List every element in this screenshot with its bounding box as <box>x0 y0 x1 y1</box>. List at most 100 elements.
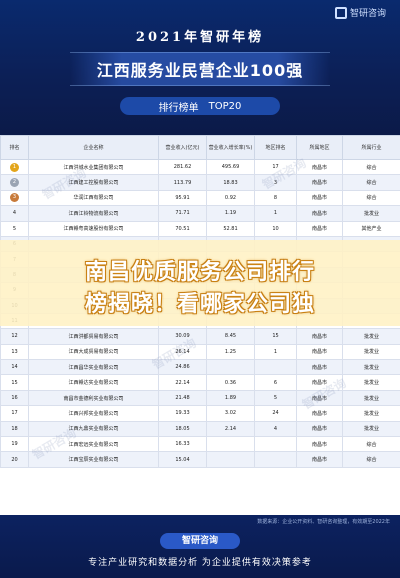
cell-revenue: 113.79 <box>158 174 207 191</box>
cell-region-rank <box>254 436 297 453</box>
cell-growth: 1.89 <box>206 389 255 407</box>
table-row: 17 江西兴邦实业有限公司 19.33 3.02 24 南昌市 批发业 <box>0 405 400 422</box>
medal-icon: 3 <box>10 193 19 203</box>
cell-region: 南昌市 <box>296 205 343 222</box>
cell-region: 南昌市 <box>296 420 343 438</box>
footer-slogan: 专注产业研究和数据分析 为企业提供有效决策参考 <box>88 558 312 568</box>
table-row: 20 江西宝辰实业有限公司 15.04 南昌市 综合 <box>0 451 400 468</box>
cell-growth: 52.81 <box>206 220 255 237</box>
cell-region-rank: 5 <box>254 389 297 407</box>
brand-logo: 智研咨询 <box>334 6 386 19</box>
cell-industry: 综合 <box>342 436 400 453</box>
cell-revenue: 95.91 <box>158 189 207 207</box>
cell-region-rank: 6 <box>254 374 297 391</box>
cell-industry: 批发业 <box>342 374 400 391</box>
col-name: 企业名称 <box>28 135 159 160</box>
cell-growth: 3.02 <box>206 405 255 422</box>
cell-rank: 5 <box>0 220 29 237</box>
cell-rank: 16 <box>0 389 29 407</box>
cell-company-name: 江西九鼎实业有限公司 <box>28 420 159 438</box>
cell-region-rank: 4 <box>254 420 297 438</box>
headline-line-2: 榜揭晓！看哪家公司独 <box>84 292 315 317</box>
cell-industry: 其他产业 <box>342 220 400 237</box>
col-rank: 排名 <box>0 135 29 160</box>
cell-rank: 20 <box>0 451 29 468</box>
table-row: 16 南昌市金德利实业有限公司 21.48 1.89 5 南昌市 批发业 <box>0 389 400 407</box>
table-row: 4 江西江铃物流有限公司 71.71 1.19 1 南昌市 批发业 <box>0 205 400 222</box>
cell-rank: 13 <box>0 343 29 361</box>
cell-revenue: 70.51 <box>158 220 207 237</box>
table-row: 19 江西宏远实业有限公司 16.33 南昌市 综合 <box>0 436 400 453</box>
headline-banner: 南昌优质服务公司排行 榜揭晓！看哪家公司独 <box>0 240 400 326</box>
cell-rank: 4 <box>0 205 29 222</box>
cell-region-rank: 15 <box>254 328 297 345</box>
cell-region: 南昌市 <box>296 343 343 361</box>
cell-growth: 2.14 <box>206 420 255 438</box>
cell-industry: 批发业 <box>342 205 400 222</box>
subtitle-ranking: 排行榜单 <box>158 102 199 114</box>
cell-growth: 8.45 <box>206 328 255 345</box>
cell-company-name: 江西江铃物流有限公司 <box>28 205 159 222</box>
cell-industry: 批发业 <box>342 389 400 407</box>
cell-industry: 批发业 <box>342 343 400 361</box>
col-region: 所属地区 <box>296 135 343 160</box>
cell-revenue: 24.86 <box>158 359 207 376</box>
cell-growth <box>206 451 255 468</box>
cell-region-rank: 1 <box>254 343 297 361</box>
medal-icon: 2 <box>10 178 19 188</box>
cell-growth: 0.92 <box>206 189 255 207</box>
cell-company-name: 江西赣达实业有限公司 <box>28 374 159 391</box>
medal-icon: 1 <box>10 162 19 172</box>
cell-growth: 1.25 <box>206 343 255 361</box>
cell-region: 南昌市 <box>296 359 343 376</box>
table-row: 18 江西九鼎实业有限公司 18.05 2.14 4 南昌市 批发业 <box>0 420 400 438</box>
cell-region-rank: 1 <box>254 205 297 222</box>
table-header-row: 排名 企业名称 营业收入(亿元) 营业收入增长率(%) 地区排名 所属地区 所属… <box>0 135 400 160</box>
subtitle-pill: 排行榜单 TOP20 <box>120 97 280 115</box>
cell-region-rank: 10 <box>254 220 297 237</box>
cell-rank: 3 <box>0 189 29 207</box>
cell-rank: 12 <box>0 328 29 345</box>
cell-region: 南昌市 <box>296 174 343 191</box>
cell-company-name: 江西洪都贸易有限公司 <box>28 328 159 345</box>
cell-revenue: 21.48 <box>158 389 207 407</box>
cell-region: 南昌市 <box>296 405 343 422</box>
cell-growth: 0.36 <box>206 374 255 391</box>
table-row: 14 江西昌华实业有限公司 24.86 南昌市 批发业 <box>0 359 400 376</box>
cell-rank: 2 <box>0 174 29 191</box>
cell-industry: 批发业 <box>342 420 400 438</box>
table-row: 1 江西洪城水业集团有限公司 281.62 495.69 17 南昌市 综合 <box>0 158 400 176</box>
cell-rank: 14 <box>0 359 29 376</box>
cell-revenue: 18.05 <box>158 420 207 438</box>
cell-company-name: 南昌市金德利实业有限公司 <box>28 389 159 407</box>
subtitle-top20: TOP20 <box>208 100 242 112</box>
cell-revenue: 15.04 <box>158 451 207 468</box>
cell-industry: 综合 <box>342 451 400 468</box>
cell-company-name: 江西宝辰实业有限公司 <box>28 451 159 468</box>
col-industry: 所属行业 <box>342 135 400 160</box>
footer-brand: 智研咨询 <box>160 533 240 549</box>
cell-rank: 17 <box>0 405 29 422</box>
cell-growth <box>206 436 255 453</box>
report-footer: 数据来源：企业公开资料、智研咨询整理，有效期至2022年 智研咨询 专注产业研究… <box>0 515 400 578</box>
cell-growth: 1.19 <box>206 205 255 222</box>
main-title: 江西服务业民营企业100强 <box>96 61 304 80</box>
cell-growth <box>206 359 255 376</box>
cell-rank: 1 <box>0 158 29 176</box>
cell-industry: 批发业 <box>342 359 400 376</box>
brand-logo-text: 智研咨询 <box>349 9 386 19</box>
cell-industry: 综合 <box>342 158 400 176</box>
col-growth: 营业收入增长率(%) <box>206 135 255 160</box>
table-row: 15 江西赣达实业有限公司 22.14 0.36 6 南昌市 批发业 <box>0 374 400 391</box>
cell-revenue: 281.62 <box>158 158 207 176</box>
cell-region-rank <box>254 359 297 376</box>
cell-rank: 18 <box>0 420 29 438</box>
cell-region: 南昌市 <box>296 451 343 468</box>
table-row: 5 江西赣粤高速股份有限公司 70.51 52.81 10 南昌市 其他产业 <box>0 220 400 237</box>
brand-logo-icon <box>334 6 347 19</box>
cell-region: 南昌市 <box>296 189 343 207</box>
cell-revenue: 71.71 <box>158 205 207 222</box>
cell-region: 南昌市 <box>296 436 343 453</box>
cell-region: 南昌市 <box>296 220 343 237</box>
col-revenue: 营业收入(亿元) <box>158 135 207 160</box>
